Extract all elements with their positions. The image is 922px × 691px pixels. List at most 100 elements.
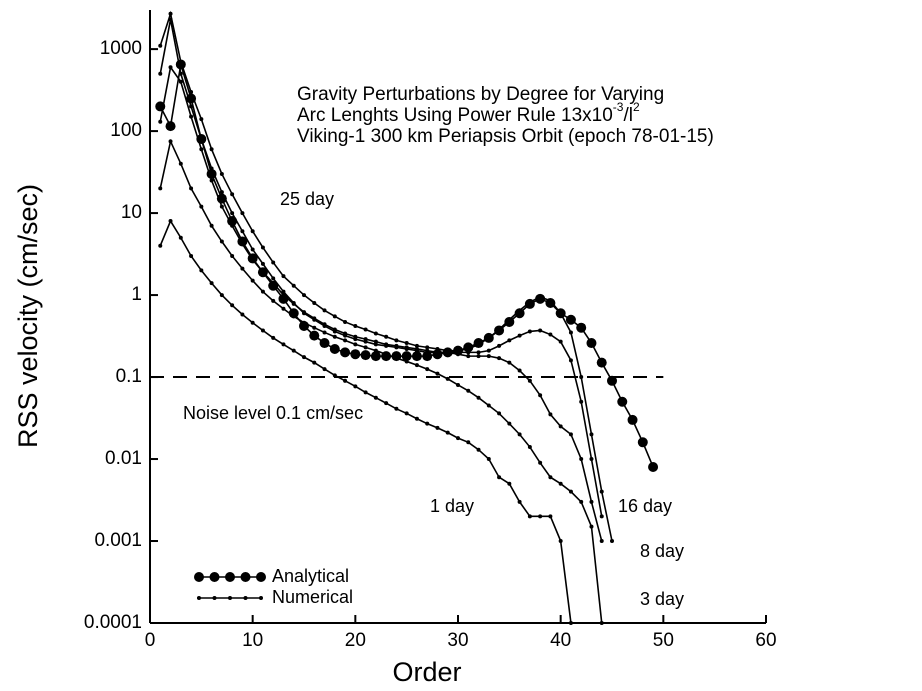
- data-point: [497, 343, 502, 348]
- data-point: [291, 301, 296, 306]
- data-point: [507, 481, 512, 486]
- data-point: [199, 147, 204, 152]
- data-point: [589, 432, 594, 437]
- data-point: [435, 425, 440, 430]
- data-point: [322, 308, 327, 313]
- data-point: [271, 281, 276, 286]
- data-point: [332, 327, 337, 332]
- series-label: 8 day: [640, 541, 684, 561]
- data-point: [538, 514, 543, 519]
- data-point: [158, 71, 163, 76]
- data-point: [422, 351, 433, 362]
- data-point: [291, 348, 296, 353]
- data-point: [476, 354, 481, 359]
- data-point: [260, 270, 265, 275]
- data-point: [548, 412, 553, 417]
- data-point: [322, 367, 327, 372]
- data-point: [281, 274, 286, 279]
- data-point: [343, 319, 348, 324]
- data-point: [586, 338, 597, 349]
- data-point: [302, 355, 306, 360]
- data-point: [384, 342, 389, 347]
- data-point: [271, 335, 276, 340]
- data-point: [435, 350, 440, 355]
- data-point: [599, 489, 604, 494]
- title-line: Viking-1 300 km Periapsis Orbit (epoch 7…: [297, 126, 714, 147]
- data-point: [260, 289, 265, 294]
- data-point: [589, 457, 594, 462]
- data-point: [322, 322, 327, 327]
- title-text: Arc Lenghts Using Power Rule 13x10: [297, 105, 613, 126]
- data-point: [219, 204, 224, 209]
- data-point: [250, 247, 255, 252]
- data-point: [476, 395, 481, 400]
- legend-marker: [209, 572, 220, 582]
- data-point: [568, 358, 573, 363]
- data-point: [517, 368, 522, 373]
- data-point: [384, 334, 389, 339]
- data-point: [363, 345, 368, 350]
- data-point: [414, 346, 419, 351]
- data-point: [353, 323, 358, 328]
- title-text: /l: [623, 105, 633, 126]
- x-tick-label: 60: [755, 630, 776, 651]
- data-point: [312, 316, 317, 321]
- data-point: [230, 211, 235, 216]
- data-point: [281, 306, 286, 311]
- legend-label: Numerical: [272, 587, 353, 607]
- data-point: [456, 436, 460, 441]
- data-point: [497, 475, 502, 480]
- data-point: [445, 350, 450, 355]
- legend-marker: [240, 572, 251, 582]
- data-point: [353, 342, 358, 347]
- y-tick-label: 0.01: [105, 448, 142, 469]
- data-point: [538, 328, 543, 333]
- data-point: [302, 320, 306, 325]
- legend-label: Analytical: [272, 566, 349, 586]
- y-tick-label: 0.1: [116, 366, 142, 387]
- data-point: [394, 356, 399, 361]
- data-point: [527, 514, 532, 519]
- data-point: [343, 378, 348, 383]
- data-point: [589, 524, 594, 529]
- x-tick-label: 10: [242, 630, 263, 651]
- data-point: [165, 121, 176, 132]
- data-point: [648, 461, 659, 472]
- data-point: [404, 411, 409, 416]
- data-point: [579, 457, 584, 462]
- data-point: [486, 403, 491, 408]
- data-point: [558, 339, 563, 344]
- series-line: [159, 65, 603, 542]
- legend-marker: [225, 572, 235, 582]
- x-tick-label: 0: [145, 630, 156, 651]
- legend-marker: [243, 596, 248, 600]
- data-point: [404, 359, 409, 364]
- data-point: [435, 346, 440, 351]
- data-point: [435, 371, 440, 376]
- data-point: [565, 314, 576, 325]
- legend-marker: [212, 596, 217, 600]
- data-point: [199, 204, 204, 209]
- data-point: [599, 539, 604, 544]
- data-point: [189, 104, 194, 109]
- data-point: [548, 514, 553, 519]
- series-label: 16 day: [618, 496, 672, 516]
- data-point: [240, 241, 245, 246]
- data-point: [260, 261, 265, 266]
- data-point: [497, 411, 502, 416]
- data-point: [538, 460, 543, 465]
- data-point: [370, 351, 381, 362]
- data-point: [189, 186, 194, 191]
- data-point: [260, 245, 265, 250]
- data-point: [507, 317, 512, 322]
- data-point: [363, 327, 368, 332]
- data-point: [456, 352, 460, 357]
- data-point: [373, 395, 378, 400]
- data-point: [517, 499, 522, 504]
- data-point: [332, 334, 337, 339]
- data-point: [340, 347, 351, 358]
- data-point: [425, 421, 430, 426]
- data-point: [401, 351, 412, 362]
- data-point: [268, 280, 279, 291]
